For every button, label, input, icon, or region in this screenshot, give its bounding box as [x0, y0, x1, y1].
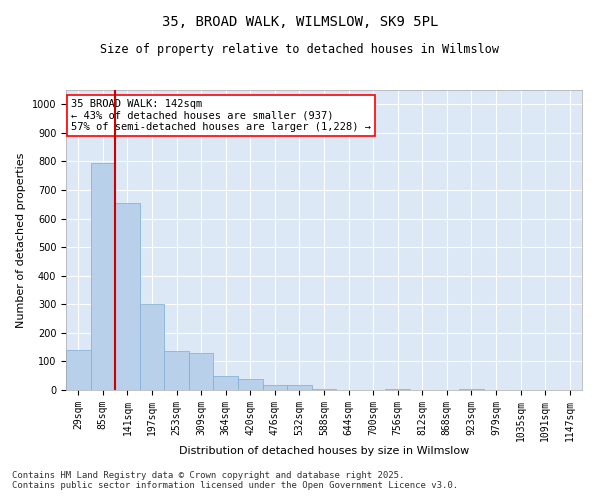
Y-axis label: Number of detached properties: Number of detached properties: [16, 152, 26, 328]
Bar: [263, 385, 287, 390]
Bar: [238, 379, 263, 390]
Text: Contains HM Land Registry data © Crown copyright and database right 2025.
Contai: Contains HM Land Registry data © Crown c…: [12, 470, 458, 490]
Bar: [287, 385, 312, 390]
Text: 35 BROAD WALK: 142sqm
← 43% of detached houses are smaller (937)
57% of semi-det: 35 BROAD WALK: 142sqm ← 43% of detached …: [71, 99, 371, 132]
Bar: [140, 304, 164, 390]
Bar: [164, 352, 189, 390]
Bar: [115, 203, 140, 390]
Text: 35, BROAD WALK, WILMSLOW, SK9 5PL: 35, BROAD WALK, WILMSLOW, SK9 5PL: [162, 15, 438, 29]
Bar: [459, 389, 484, 390]
X-axis label: Distribution of detached houses by size in Wilmslow: Distribution of detached houses by size …: [179, 446, 469, 456]
Text: Size of property relative to detached houses in Wilmslow: Size of property relative to detached ho…: [101, 42, 499, 56]
Bar: [312, 388, 336, 390]
Bar: [189, 353, 214, 390]
Bar: [91, 163, 115, 390]
Bar: [385, 389, 410, 390]
Bar: [214, 376, 238, 390]
Bar: [66, 350, 91, 390]
